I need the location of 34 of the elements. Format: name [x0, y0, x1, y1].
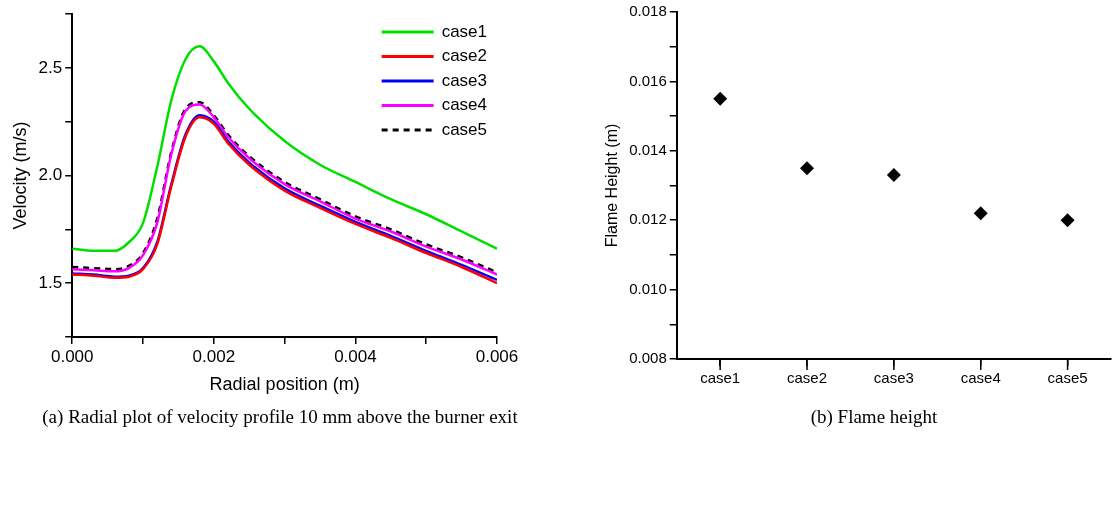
legend-label: case5 — [441, 119, 488, 139]
x-tick-label: case1 — [700, 369, 741, 387]
y-axis-title: Flame Height (m) — [603, 123, 621, 248]
y-tick-label: 0.018 — [629, 2, 667, 20]
x-tick-label: 0.002 — [192, 346, 236, 366]
y-tick-label: 0.008 — [629, 349, 667, 367]
y-tick-label: 2.5 — [38, 57, 63, 77]
legend-label: case4 — [441, 95, 488, 115]
legend-label: case1 — [441, 21, 488, 41]
legend-label: case2 — [441, 46, 488, 66]
legend-label: case3 — [441, 70, 488, 90]
text: (a) Radial plot of velocity profile 10 mm above the burner exit — [41, 405, 519, 429]
x-tick-label: 0.004 — [334, 346, 377, 366]
y-tick-label: 2.0 — [38, 165, 63, 185]
y-tick-label: 0.014 — [629, 140, 667, 158]
point — [1060, 213, 1075, 228]
y-tick-label: 0.012 — [629, 210, 667, 228]
x-tick-label: 0.000 — [50, 346, 94, 366]
x-tick-label: 0.006 — [475, 346, 519, 366]
x-tick-label: case2 — [787, 369, 828, 387]
point — [800, 161, 815, 176]
y-tick-label: 0.016 — [629, 71, 667, 89]
x-axis-title: Radial position (m) — [209, 374, 360, 395]
point — [973, 206, 988, 221]
x-tick-label: case4 — [960, 369, 1001, 387]
point — [713, 91, 728, 106]
line-series — [72, 45, 497, 253]
x-tick-label: case3 — [873, 369, 914, 387]
y-tick-label: 1.5 — [38, 272, 63, 292]
y-axis-title: Velocity (m/s) — [9, 121, 30, 230]
y-tick-label: 0.010 — [629, 279, 667, 297]
point — [886, 168, 901, 183]
x-tick-label: case5 — [1047, 369, 1088, 387]
text: (b) Flame height — [809, 405, 939, 429]
